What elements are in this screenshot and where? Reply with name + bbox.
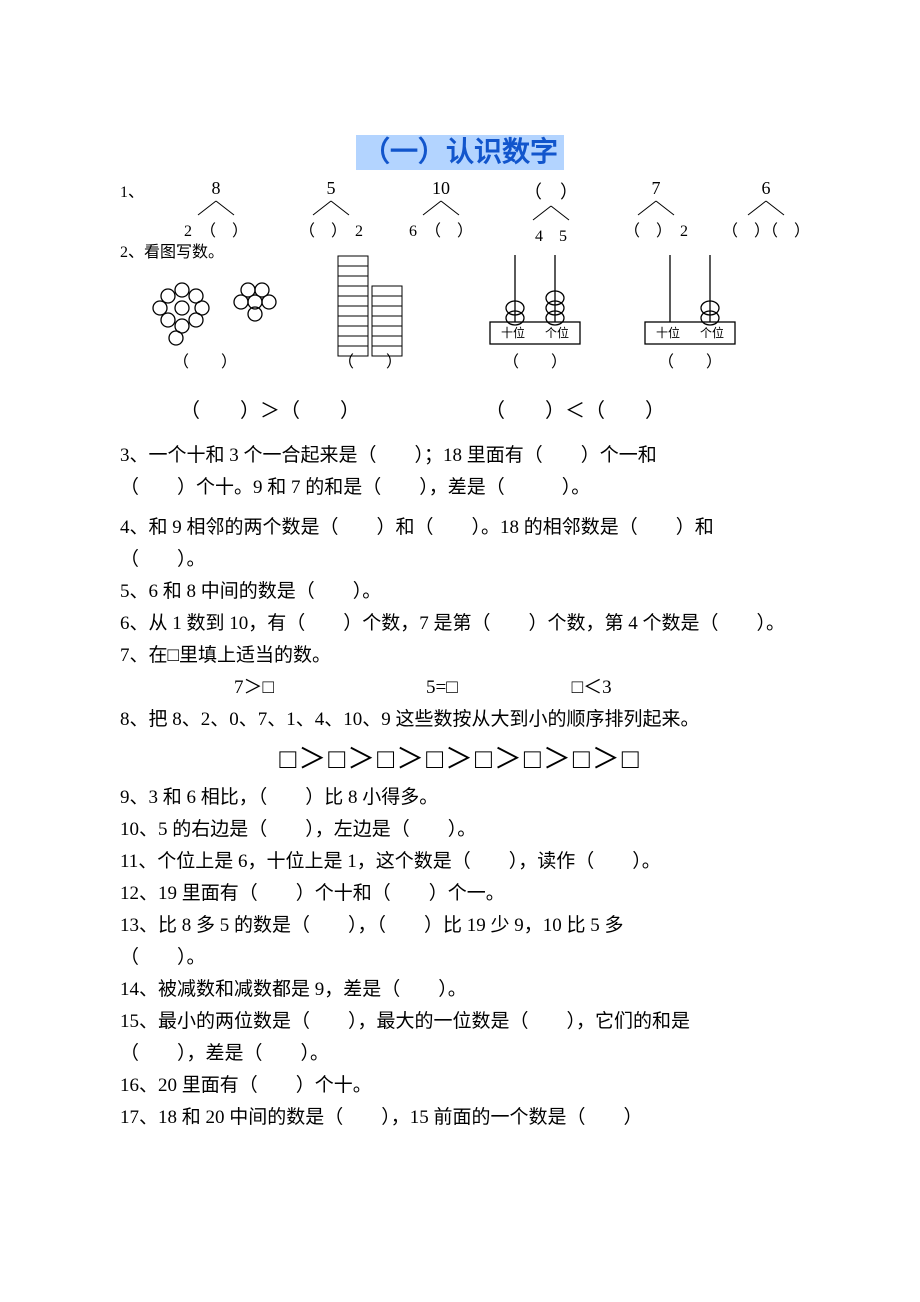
tree-2-top: 5 bbox=[285, 178, 377, 199]
tree-6: 6 （ ）（ ） bbox=[720, 178, 812, 241]
tree-4: （ ） 4 5 bbox=[505, 178, 597, 246]
q8-line: 8、把 8、2、0、7、1、4、10、9 这些数按从大到小的顺序排列起来。 bbox=[120, 705, 800, 735]
q2-answer-2: （ ） bbox=[325, 348, 415, 372]
q15-line-a: 15、最小的两位数是（ ），最大的一位数是（ ），它们的和是 bbox=[120, 1007, 800, 1037]
tree-branch-icon bbox=[301, 199, 361, 217]
tree-branch-icon bbox=[736, 199, 796, 217]
q4-line-a: 4、和 9 相邻的两个数是（ ）和（ ）。18 的相邻数是（ ）和 bbox=[120, 513, 800, 543]
abacus-2-diagram: 十位 个位 bbox=[630, 250, 750, 355]
q4-line-b: （ ）。 bbox=[120, 545, 800, 575]
q12-line: 12、19 里面有（ ）个十和（ ）个一。 bbox=[120, 879, 800, 909]
abacus-ones-label: 个位 bbox=[545, 325, 569, 340]
q2-answer-3: （ ） bbox=[490, 348, 580, 372]
q3-line-a: 3、一个十和 3 个一合起来是（ ）；18 里面有（ ）个一和 bbox=[120, 441, 800, 471]
abacus-tens-label: 十位 bbox=[501, 325, 525, 340]
tree-branch-icon bbox=[521, 204, 581, 222]
ordering-boxes: □＞□＞□＞□＞□＞□＞□＞□ bbox=[120, 737, 800, 777]
q11-line: 11、个位上是 6，十位上是 1，这个数是（ ），读作（ ）。 bbox=[120, 847, 800, 877]
tree-3: 10 6 （ ） bbox=[395, 178, 487, 241]
tree-6-top: 6 bbox=[720, 178, 812, 199]
q3-line-b: （ ）个十。9 和 7 的和是（ ），差是（ ）。 bbox=[120, 473, 800, 503]
page-title: （一）认识数字 bbox=[120, 130, 800, 170]
q14-line: 14、被减数和减数都是 9，差是（ ）。 bbox=[120, 975, 800, 1005]
tree-1-top: 8 bbox=[170, 178, 262, 199]
q9-line: 9、3 和 6 相比，（ ）比 8 小得多。 bbox=[120, 783, 800, 813]
q2-answer-4: （ ） bbox=[645, 348, 735, 372]
q16-line: 16、20 里面有（ ）个十。 bbox=[120, 1071, 800, 1101]
q7-line: 7、在□里填上适当的数。 bbox=[120, 641, 800, 671]
compare-row: （ ）＞（ ） （ ）＜（ ） bbox=[120, 394, 800, 423]
q10-line: 10、5 的右边是（ ），左边是（ ）。 bbox=[120, 815, 800, 845]
abacus-tens-label: 十位 bbox=[656, 325, 680, 340]
q2-answer-1: （ ） bbox=[160, 348, 250, 372]
abacus-ones-label: 个位 bbox=[700, 325, 724, 340]
tree-5-top: 7 bbox=[610, 178, 702, 199]
q15-line-b: （ ），差是（ ）。 bbox=[120, 1039, 800, 1069]
page-title-text: （一）认识数字 bbox=[356, 135, 564, 170]
q7-line-b: 7＞□ 5=□ □＜3 bbox=[120, 673, 800, 703]
q17-line: 17、18 和 20 中间的数是（ ），15 前面的一个数是（ ） bbox=[120, 1103, 800, 1133]
circles-diagram bbox=[140, 260, 300, 360]
q13-line-b: （ ）。 bbox=[120, 943, 800, 973]
compare-left: （ ）＞（ ） bbox=[120, 394, 420, 423]
abacus-1-diagram: 十位 个位 bbox=[475, 250, 595, 355]
compare-right: （ ）＜（ ） bbox=[425, 394, 725, 423]
q1-label: 1、 bbox=[120, 178, 144, 202]
q5-line: 5、6 和 8 中间的数是（ ）。 bbox=[120, 577, 800, 607]
question-2: 2、看图写数。 （ ） （ ） bbox=[120, 238, 800, 378]
tree-branch-icon bbox=[186, 199, 246, 217]
q13-line-a: 13、比 8 多 5 的数是（ ），（ ）比 19 少 9，10 比 5 多 bbox=[120, 911, 800, 941]
tree-5: 7 （ ） 2 bbox=[610, 178, 702, 241]
tree-branch-icon bbox=[626, 199, 686, 217]
tree-branch-icon bbox=[411, 199, 471, 217]
worksheet-page: （一）认识数字 1、 8 2 （ ） 5 （ ） 2 10 6 （ ） （ ） … bbox=[0, 0, 920, 1302]
question-1-trees: 1、 8 2 （ ） 5 （ ） 2 10 6 （ ） （ ） 4 5 7 （ … bbox=[120, 178, 800, 238]
tree-3-top: 10 bbox=[395, 178, 487, 199]
tree-1: 8 2 （ ） bbox=[170, 178, 262, 241]
q2-label: 2、看图写数。 bbox=[120, 238, 224, 262]
tree-4-top: （ ） bbox=[505, 178, 597, 204]
q6-line: 6、从 1 数到 10，有（ ）个数，7 是第（ ）个数，第 4 个数是（ ）。 bbox=[120, 609, 800, 639]
tree-2: 5 （ ） 2 bbox=[285, 178, 377, 241]
